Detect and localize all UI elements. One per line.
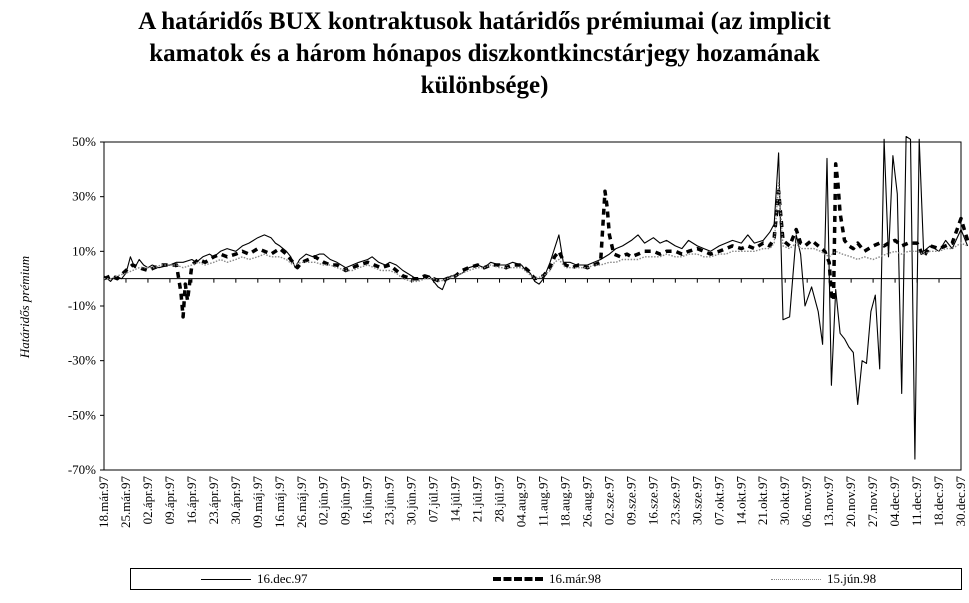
- y-tick-label: 10%: [72, 243, 96, 258]
- x-tick-label: 18.már.97: [96, 476, 111, 528]
- x-tick-label: 30.ápr.97: [228, 476, 243, 525]
- y-tick-label: 50%: [72, 134, 96, 149]
- y-tick-label: 30%: [72, 189, 96, 204]
- x-tick-label: 02.ápr.97: [140, 476, 155, 525]
- legend-swatch-dash: [493, 577, 543, 581]
- x-tick-label: 14.júl.97: [448, 476, 463, 523]
- series-line-0: [103, 135, 969, 460]
- y-tick-label: -30%: [68, 353, 96, 368]
- x-tick-label: 21.júl.97: [470, 476, 485, 523]
- x-tick-label: 27.nov.97: [865, 476, 880, 528]
- series-line-1: [103, 162, 969, 319]
- x-tick-label: 09.sze.97: [623, 476, 638, 526]
- y-tick-label: -70%: [68, 462, 96, 477]
- x-tick-label: 13.nov.97: [821, 476, 836, 528]
- x-tick-label: 16.jún.97: [360, 476, 375, 526]
- x-tick-label: 23.sze.97: [667, 476, 682, 526]
- chart-title: A határidős BUX kontraktusok határidős p…: [20, 6, 949, 102]
- x-tick-label: 14.okt.97: [733, 476, 748, 526]
- x-tick-label: 09.ápr.97: [162, 476, 177, 525]
- y-axis-label: Határidős prémium: [17, 256, 32, 359]
- x-axis-ticks: 18.már.97 25.már.97 02.ápr.97 09.ápr.97 16.á…: [96, 278, 968, 528]
- x-tick-label: 23.ápr.97: [206, 476, 221, 525]
- x-tick-label: 02.jún.97: [316, 476, 331, 526]
- legend-label: 15.jún.98: [827, 571, 877, 586]
- y-axis-ticks: 50% 30% 10% -10% -30% -50% -70%: [68, 134, 104, 477]
- x-tick-label: 30.dec.97: [953, 476, 968, 527]
- x-tick-label: 18.aug.97: [557, 476, 572, 528]
- y-tick-label: -10%: [68, 298, 96, 313]
- legend-swatch-dotted: [771, 579, 821, 580]
- line-chart: 50% 30% 10% -10% -30% -50% -70% 18.már.97 25.má…: [17, 134, 969, 528]
- legend: 16.dec.97 16.már.98 15.jún.98: [130, 568, 962, 590]
- plot-area-frame: [103, 141, 962, 471]
- y-tick-label: -50%: [68, 407, 96, 422]
- chart-axes: [103, 141, 962, 471]
- x-tick-label: 18.dec.97: [931, 476, 946, 527]
- x-tick-label: 25.már.97: [118, 476, 133, 528]
- x-tick-label: 30.okt.97: [777, 476, 792, 526]
- x-tick-label: 07.okt.97: [711, 476, 726, 526]
- x-tick-label: 30.sze.97: [689, 476, 704, 526]
- x-tick-label: 11.dec.97: [909, 476, 924, 527]
- x-tick-label: 06.nov.97: [799, 476, 814, 528]
- legend-swatch-solid: [201, 579, 251, 580]
- chart-title-line-1: A határidős BUX kontraktusok határidős p…: [138, 8, 831, 35]
- x-tick-label: 20.nov.97: [843, 476, 858, 528]
- series-line-2: [104, 182, 968, 283]
- series-lines: [103, 135, 969, 460]
- chart-title-line-2: kamatok és a három hónapos diszkontkincs…: [149, 40, 820, 67]
- x-tick-label: 21.okt.97: [755, 476, 770, 526]
- x-tick-label: 16.sze.97: [645, 476, 660, 526]
- x-tick-label: 26.aug.97: [579, 476, 594, 528]
- x-tick-label: 16.ápr.97: [184, 476, 199, 525]
- legend-label: 16.dec.97: [257, 571, 308, 586]
- x-tick-label: 09.jún.97: [338, 476, 353, 526]
- x-tick-label: 11.aug.97: [535, 476, 550, 527]
- x-tick-label: 16.máj.97: [272, 476, 287, 528]
- x-tick-label: 04.aug.97: [514, 476, 529, 528]
- x-tick-label: 07.júl.97: [426, 476, 441, 523]
- x-tick-label: 09.máj.97: [250, 476, 265, 528]
- legend-label: 16.már.98: [549, 571, 601, 586]
- chart-title-line-3: különbsége): [420, 72, 549, 99]
- x-tick-label: 23.jún.97: [382, 476, 397, 526]
- x-tick-label: 30.jún.97: [404, 476, 419, 526]
- x-tick-label: 26.máj.97: [294, 476, 309, 528]
- x-tick-label: 02.sze.97: [601, 476, 616, 526]
- x-tick-label: 28.júl.97: [492, 476, 507, 523]
- x-tick-label: 04.dec.97: [887, 476, 902, 527]
